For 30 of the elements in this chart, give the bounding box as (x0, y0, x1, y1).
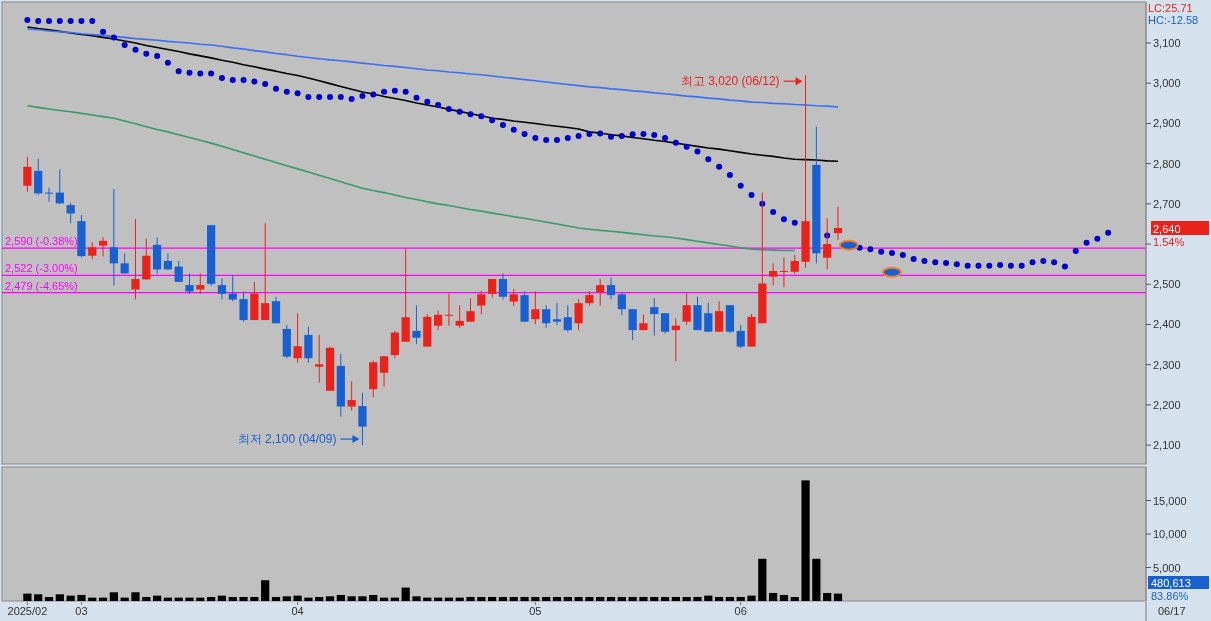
x-tick-label: 03 (75, 605, 88, 617)
y-tick-label: 15,000 (1153, 494, 1187, 507)
y-tick-label: 10,000 (1153, 528, 1187, 540)
y-tick-label: 2,800 (1153, 157, 1181, 170)
y-tick-label: 2,100 (1153, 439, 1181, 452)
y-tick-label: 2,900 (1153, 117, 1181, 130)
annotation: 최고 3,020 (06/12) (680, 74, 780, 89)
y-tick-label: 2,200 (1153, 398, 1181, 411)
annotation: 최저 2,100 (04/09) (237, 432, 337, 447)
text: 480,613 (1151, 577, 1191, 589)
y-tick-label: 2,300 (1153, 358, 1181, 371)
text: 2,640 (1153, 222, 1181, 235)
text: HC:-12.58 (1148, 14, 1199, 26)
text: 06/17 (1158, 605, 1186, 617)
y-tick-label: 2,400 (1153, 318, 1181, 331)
x-tick-label: 06 (734, 605, 747, 617)
y-tick-label: 5,000 (1153, 561, 1181, 574)
y-tick-label: 2,700 (1153, 197, 1181, 210)
y-tick-label: 3,000 (1153, 77, 1181, 90)
ref-line-label: 2,590 (-0.38%) (5, 235, 78, 248)
ref-line-label: 2,522 (-3.00%) (5, 262, 78, 275)
text: 1.54% (1153, 235, 1185, 248)
x-tick-label: 04 (291, 605, 304, 617)
x-tick-label: 2025/02 (7, 605, 48, 617)
text: LC:25.71 (1148, 2, 1193, 14)
y-tick-label: 3,100 (1153, 37, 1181, 50)
y-tick-label: 2,500 (1153, 278, 1181, 291)
ref-line-label: 2,479 (-4.65%) (5, 279, 78, 292)
x-tick-label: 05 (529, 605, 542, 617)
text: 83.86% (1151, 590, 1189, 602)
